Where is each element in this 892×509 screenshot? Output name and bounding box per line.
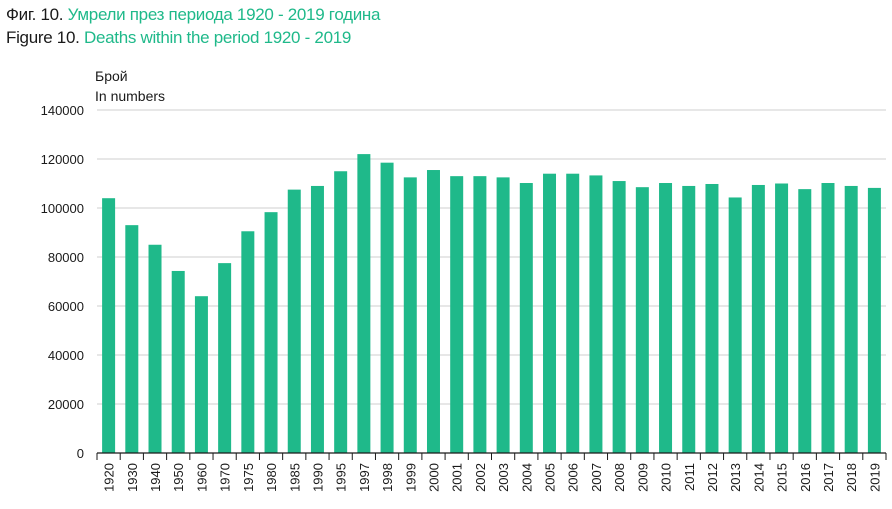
x-tick-label: 1970 [218,463,233,492]
x-tick-label: 1975 [241,463,256,492]
x-tick-label: 2014 [751,463,766,492]
x-tick-label: 2002 [473,463,488,492]
x-tick-label: 1990 [310,463,325,492]
x-tick-label: 2003 [496,463,511,492]
bar-2000 [426,170,440,453]
bar-2019 [867,187,881,453]
x-tick-label: 1940 [148,463,163,492]
x-tick-label: 2001 [450,463,465,492]
bar-2003 [496,177,510,453]
bar-2016 [798,189,812,453]
bar-2013 [728,197,742,453]
bar-1997 [357,154,371,453]
y-axis-label: Брой In numbers [95,66,165,106]
bar-1985 [287,189,301,453]
bar-2015 [775,183,789,453]
x-tick-label: 1980 [264,463,279,492]
bar-1940 [148,244,162,453]
x-tick-label: 1920 [102,463,117,492]
bar-1920 [102,198,116,453]
x-tick-label: 1930 [125,463,140,492]
y-tick-label: 100000 [41,201,84,216]
x-tick-label: 1985 [287,463,302,492]
title-bg: Фиг. 10. Умрели през периода 1920 - 2019… [6,3,380,26]
bar-2005 [543,173,557,453]
title-bg-text: Умрели през периода 1920 - 2019 година [67,5,381,24]
bar-1995 [334,171,348,453]
y-axis-label-bg: Брой [95,68,128,84]
x-tick-label: 2007 [589,463,604,492]
bar-2010 [659,183,673,453]
x-tick-label: 1998 [380,463,395,492]
x-tick-label: 2018 [844,463,859,492]
y-tick-label: 80000 [48,250,84,265]
y-tick-label: 40000 [48,348,84,363]
bar-2008 [612,181,626,454]
bar-1999 [403,177,417,453]
title-bg-number: Фиг. 10. [6,5,64,24]
x-tick-label: 2010 [659,463,674,492]
y-axis-label-en: In numbers [95,88,166,104]
x-tick-label: 1995 [334,463,349,492]
chart-titles: Фиг. 10. Умрели през периода 1920 - 2019… [6,3,380,49]
x-tick-label: 2016 [798,463,813,492]
x-tick-label: 2004 [519,463,534,492]
y-tick-label: 20000 [48,397,84,412]
bar-2002 [473,176,487,453]
x-tick-label: 2000 [426,463,441,492]
y-tick-label: 120000 [41,152,84,167]
title-en: Figure 10. Deaths within the period 1920… [6,26,380,49]
x-tick-label: 2011 [682,463,697,491]
bar-2011 [682,185,696,453]
y-tick-label: 60000 [48,299,84,314]
bar-1990 [310,185,324,453]
bar-1970 [218,263,232,453]
bar-2012 [705,183,719,454]
bar-2007 [589,175,603,454]
x-tick-label: 1999 [403,463,418,492]
bar-1950 [171,270,185,453]
x-tick-label: 2009 [635,463,650,492]
bar-1980 [264,212,278,453]
x-tick-label: 2019 [867,463,882,492]
x-tick-label: 1960 [194,463,209,492]
x-tick-label: 1950 [171,463,186,492]
x-tick-label: 2005 [543,463,558,492]
y-tick-label: 0 [77,446,84,461]
bar-2001 [450,176,464,453]
bar-1960 [194,296,208,453]
x-tick-label: 2017 [821,463,836,492]
title-en-text: Deaths within the period 1920 - 2019 [83,28,352,47]
bar-1975 [241,231,255,453]
x-tick-label: 2013 [728,463,743,492]
x-tick-label: 2006 [566,463,581,492]
bar-2006 [566,173,580,453]
x-tick-label: 2015 [775,463,790,492]
y-tick-label: 140000 [41,103,84,118]
bar-1930 [125,225,139,453]
bar-2009 [635,187,649,454]
x-tick-label: 2012 [705,463,720,492]
bar-2018 [844,185,858,453]
bar-2017 [821,183,835,453]
title-en-number: Figure 10. [6,28,80,47]
bar-1998 [380,162,394,454]
x-tick-label: 2008 [612,463,627,492]
bar-2004 [519,183,533,453]
bar-2014 [751,184,765,453]
x-tick-label: 1997 [357,463,372,492]
